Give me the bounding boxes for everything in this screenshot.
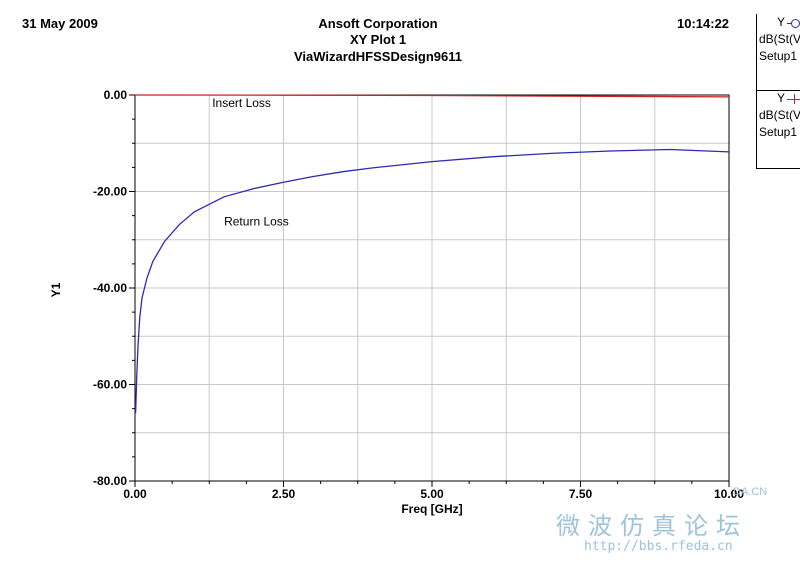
watermark-logo: DA.CN [733,486,768,498]
x-tick-label: 10.00 [714,487,744,501]
legend-label: Y [777,91,786,105]
annotation-label: Return Loss [224,214,289,228]
x-tick-label: 5.00 [420,487,444,501]
series-line-1 [134,94,730,98]
x-axis-label: Freq [GHz] [401,502,462,516]
circle-icon [787,18,800,28]
legend-expression: dB(St(V [759,32,800,46]
x-tick-label: 0.00 [123,487,147,501]
y-tick-label: -40.00 [93,281,127,295]
y-tick-label: 0.00 [104,88,128,102]
tick-labels: 0.00 2.50 5.00 7.50 10.00 0.00 -20.00 -40.00 -60… [93,88,744,501]
series-layer [134,94,730,414]
legend-expression: dB(St(V [759,108,800,122]
legend-entry-insert-loss[interactable]: Y dB(St(V Setup1 [756,90,800,169]
grid [135,95,729,481]
x-tick-label: 2.50 [272,487,296,501]
series-line-0 [134,148,730,414]
company-name: Ansoft Corporation [318,16,438,31]
x-tick-label: 7.50 [569,487,593,501]
plot-date: 31 May 2009 [22,16,98,31]
legend-setup: Setup1 [759,49,798,63]
watermark-text: 微波仿真论坛 [556,512,748,540]
legend-label: Y [777,15,786,29]
legend-entry-return-loss[interactable]: Y dB(St(V Setup1 [756,14,800,91]
watermark-url: http://bbs.rfeda.cn [584,539,733,554]
annotation-label: Insert Loss [212,96,271,110]
y-tick-label: -80.00 [93,474,127,488]
y-tick-label: -20.00 [93,185,127,199]
annotations: Insert Loss Return Loss [212,96,289,228]
plus-icon [787,93,800,104]
y-axis-label: Y1 [49,282,63,297]
y-tick-label: -60.00 [93,378,127,392]
plot-time: 10:14:22 [677,16,730,31]
plot-title: XY Plot 1 [349,32,407,47]
legend-setup: Setup1 [759,125,798,139]
project-name: ViaWizardHFSSDesign9611 [294,49,462,64]
